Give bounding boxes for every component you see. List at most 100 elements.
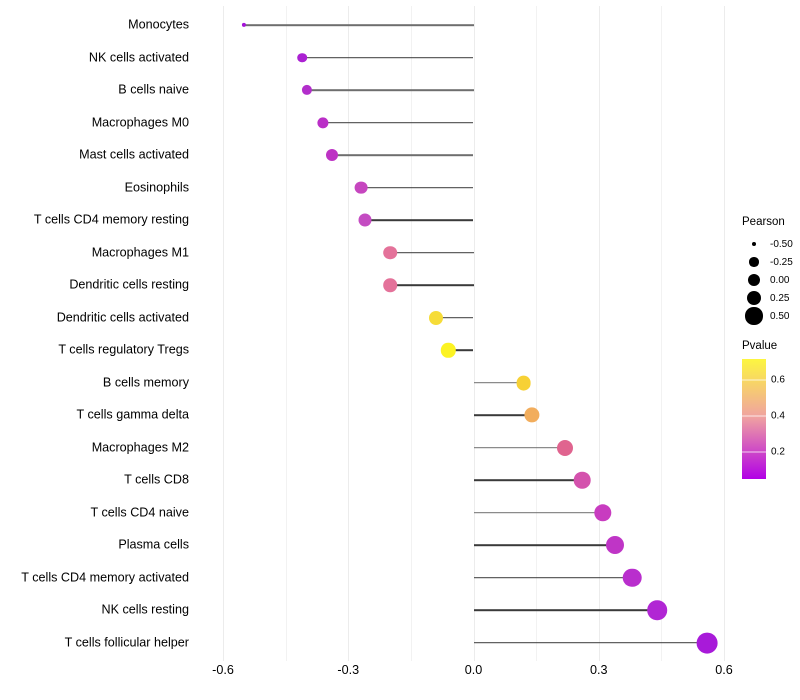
- lollipop-stem: [473, 642, 708, 644]
- legend-entry-label: 0.00: [770, 274, 790, 286]
- y-axis-label: T cells gamma delta: [76, 407, 189, 422]
- legend-entry-label: 0.25: [770, 292, 790, 304]
- lollipop-dot[interactable]: [297, 52, 308, 63]
- lollipop-dot[interactable]: [557, 439, 574, 456]
- lollipop-dot[interactable]: [383, 245, 397, 260]
- lollipop-dot[interactable]: [428, 310, 443, 325]
- y-axis-label: Macrophages M0: [91, 115, 189, 130]
- legend-entry: -0.50: [742, 235, 793, 253]
- lollipop-dot[interactable]: [325, 149, 338, 162]
- lollipop-stem: [390, 251, 474, 254]
- y-axis-label: T cells CD8: [124, 472, 189, 487]
- lollipop-dot[interactable]: [301, 84, 312, 96]
- colorbar-tick-label: 0.4: [771, 410, 785, 422]
- y-axis-label: T cells regulatory Tregs: [58, 342, 189, 357]
- colorbar-wrapper: 0.6 0.4 0.2: [742, 359, 800, 479]
- lollipop-dot[interactable]: [383, 278, 397, 292]
- y-axis-label: NK cells activated: [88, 50, 189, 65]
- y-axis-category-labels: Monocytes NK cells activated B cells naive…: [0, 0, 205, 700]
- lollipop-stem: [473, 381, 524, 384]
- x-axis-tick-label: 0.6: [715, 663, 733, 677]
- y-axis-label: NK cells resting: [101, 603, 190, 618]
- legend-pearson-size: Pearson -0.50 -0.25 0.00 0.25 0.50: [742, 216, 793, 325]
- y-axis-label: B cells naive: [118, 82, 189, 97]
- lollipop-stem: [364, 219, 474, 221]
- legend-entry: 0.00: [742, 271, 793, 289]
- y-axis-label: T cells CD4 memory activated: [21, 570, 189, 585]
- lollipop-stem: [473, 414, 532, 417]
- y-axis-label: T cells follicular helper: [64, 635, 189, 650]
- legend-size-swatch: [742, 273, 766, 287]
- lollipop-dot[interactable]: [358, 213, 372, 227]
- lollipop-stem: [473, 446, 566, 449]
- gridline-major: [724, 6, 725, 661]
- lollipop-stem: [435, 316, 474, 319]
- plot-panel: [205, 6, 735, 661]
- legend-entry-label: -0.50: [770, 238, 793, 250]
- lollipop-dot[interactable]: [622, 568, 642, 588]
- legend-dot-icon: [751, 241, 757, 247]
- y-axis-label: Dendritic cells resting: [69, 277, 189, 292]
- lollipop-stem: [473, 577, 633, 579]
- lollipop-dot[interactable]: [594, 504, 612, 522]
- lollipop-dot[interactable]: [354, 181, 368, 194]
- lollipop-stem: [473, 512, 603, 514]
- lollipop-stem: [360, 186, 474, 189]
- gridline-major: [348, 6, 350, 661]
- y-axis-label: Dendritic cells activated: [56, 310, 189, 325]
- lollipop-dot[interactable]: [606, 536, 625, 555]
- lollipop-dot[interactable]: [516, 375, 531, 391]
- legend-size-swatch: [742, 257, 766, 267]
- lollipop-stem: [390, 284, 474, 286]
- pvalue-colorbar: [742, 359, 766, 479]
- colorbar-tick-label: 0.2: [771, 446, 785, 458]
- y-axis-label: T cells CD4 memory resting: [33, 212, 189, 227]
- lollipop-stem: [302, 56, 474, 59]
- lollipop-dot[interactable]: [573, 471, 591, 489]
- legend-dot-icon: [747, 273, 761, 287]
- y-axis-label: Mast cells activated: [79, 147, 189, 162]
- lollipop-stem: [243, 24, 474, 26]
- gridline-major: [598, 6, 600, 661]
- legend-size-swatch: [742, 307, 766, 325]
- gridline-major: [473, 6, 475, 661]
- gridline-minor: [285, 6, 287, 661]
- y-axis-label: T cells CD4 naive: [90, 505, 189, 520]
- lollipop-stem: [323, 121, 474, 124]
- legend-size-swatch: [742, 290, 766, 306]
- legend-entry-label: 0.50: [770, 310, 790, 322]
- lollipop-stem: [473, 479, 583, 482]
- y-axis-label: Plasma cells: [118, 538, 189, 553]
- legend-entry: 0.25: [742, 289, 793, 307]
- gridline-minor: [410, 6, 412, 661]
- gridline-major: [223, 6, 224, 661]
- lollipop-dot[interactable]: [696, 632, 718, 654]
- lollipop-dot[interactable]: [524, 407, 540, 423]
- lollipop-dot[interactable]: [241, 22, 246, 28]
- x-axis-tick-label: -0.3: [337, 663, 360, 677]
- legend-entry: -0.25: [742, 253, 793, 271]
- legend-size-swatch: [742, 241, 766, 247]
- gridline-minor: [536, 6, 538, 661]
- legend-pvalue-title: Pvalue: [742, 340, 778, 352]
- x-axis-tick-label: -0.6: [212, 663, 234, 677]
- colorbar-tick-label: 0.6: [771, 374, 785, 386]
- x-axis-tick-labels: -0.6 -0.3 0.0 0.3 0.6: [0, 663, 800, 693]
- legend-dot-icon: [745, 307, 763, 325]
- lollipop-stem: [331, 154, 474, 156]
- legend-pearson-entries: -0.50 -0.25 0.00 0.25 0.50: [742, 235, 793, 325]
- lollipop-stem: [448, 349, 474, 351]
- y-axis-label: Monocytes: [128, 17, 189, 32]
- colorbar-tick: [742, 379, 766, 381]
- colorbar-tick: [742, 415, 766, 417]
- lollipop-stem: [306, 89, 474, 91]
- legend-dot-icon: [746, 290, 762, 306]
- legend-pvalue-color: Pvalue 0.6 0.4 0.2: [742, 340, 800, 479]
- y-axis-label: Macrophages M2: [91, 440, 189, 455]
- gridline-minor: [661, 6, 663, 661]
- colorbar-tick: [742, 451, 766, 453]
- lollipop-dot[interactable]: [647, 600, 667, 621]
- lollipop-dot[interactable]: [317, 116, 329, 129]
- lollipop-dot[interactable]: [441, 342, 456, 358]
